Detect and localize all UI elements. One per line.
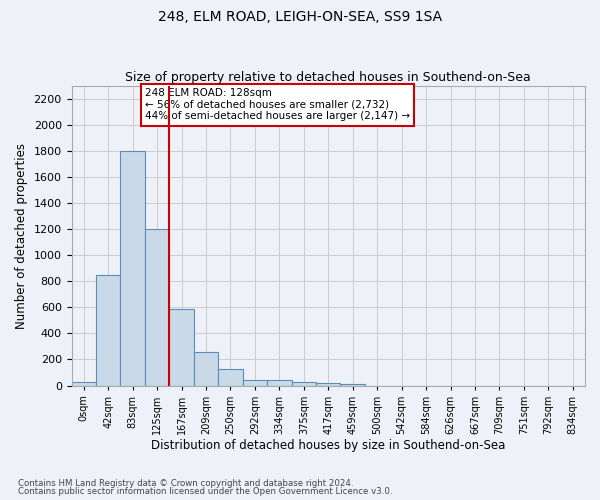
Text: Contains public sector information licensed under the Open Government Licence v3: Contains public sector information licen… xyxy=(18,487,392,496)
Bar xyxy=(194,352,218,386)
Text: 248, ELM ROAD, LEIGH-ON-SEA, SS9 1SA: 248, ELM ROAD, LEIGH-ON-SEA, SS9 1SA xyxy=(158,10,442,24)
Bar xyxy=(340,384,365,386)
Bar xyxy=(71,382,96,386)
Bar xyxy=(292,382,316,386)
Text: 248 ELM ROAD: 128sqm
← 56% of detached houses are smaller (2,732)
44% of semi-de: 248 ELM ROAD: 128sqm ← 56% of detached h… xyxy=(145,88,410,122)
Bar xyxy=(145,229,169,386)
Bar xyxy=(316,383,340,386)
X-axis label: Distribution of detached houses by size in Southend-on-Sea: Distribution of detached houses by size … xyxy=(151,440,505,452)
Bar xyxy=(169,310,194,386)
Y-axis label: Number of detached properties: Number of detached properties xyxy=(15,142,28,328)
Text: Contains HM Land Registry data © Crown copyright and database right 2024.: Contains HM Land Registry data © Crown c… xyxy=(18,478,353,488)
Title: Size of property relative to detached houses in Southend-on-Sea: Size of property relative to detached ho… xyxy=(125,72,531,85)
Bar xyxy=(242,380,267,386)
Bar xyxy=(96,274,121,386)
Bar xyxy=(267,380,292,386)
Bar xyxy=(218,368,242,386)
Bar xyxy=(121,151,145,386)
